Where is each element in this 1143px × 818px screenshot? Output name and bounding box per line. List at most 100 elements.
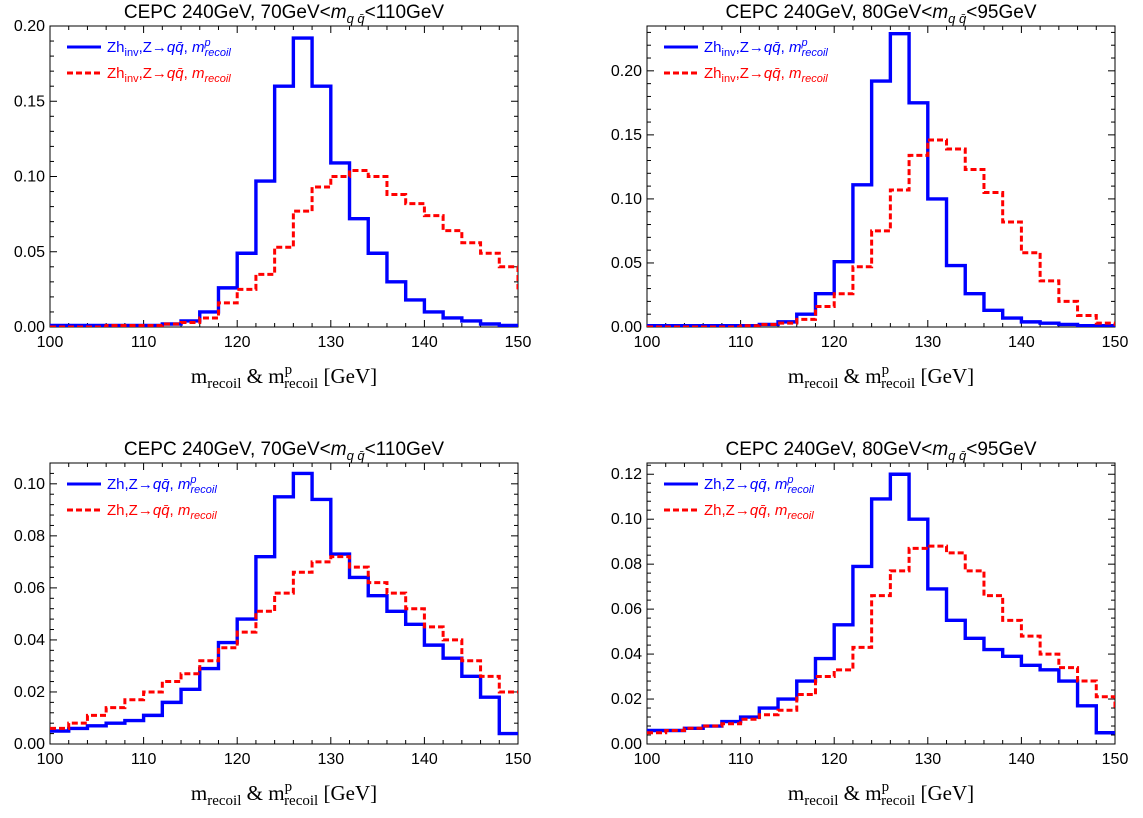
legend-q: qq̄	[750, 476, 767, 493]
legend-m-sub: recoil	[788, 484, 815, 496]
x-tick-label: 130	[317, 334, 344, 351]
x-tick-label: 120	[821, 334, 848, 351]
legend-c: ,	[781, 65, 789, 82]
x-axis-ticks: 100 110 120 130 140 150	[634, 26, 1128, 351]
xlabel-sub2: recoil	[881, 793, 915, 809]
x-tick-label: 110	[728, 334, 754, 351]
xlabel-sub1: recoil	[804, 793, 838, 809]
legend-q: qq̄	[167, 39, 184, 56]
legend-label-1: Zh,Z→qq̄, mp recoil	[107, 474, 217, 496]
histogram-series-2	[50, 555, 518, 730]
legend-m: m	[775, 476, 788, 493]
legend-q: qq̄	[764, 39, 781, 56]
x-tick-label: 100	[37, 334, 64, 351]
legend-m: m	[192, 65, 205, 82]
legend-m-sup: p	[786, 474, 793, 486]
xlabel-unit: [GeV]	[915, 364, 974, 388]
title-suffix: <110GeV	[365, 2, 445, 23]
legend-c: ,	[170, 476, 178, 493]
legend-label-1: Zhinv,Z→qq̄, mp recoil	[107, 37, 231, 59]
legend-q: qq̄	[750, 502, 767, 519]
histogram-series-2	[50, 168, 518, 327]
x-axis-ticks: 100 110 120 130 140 150	[634, 463, 1128, 768]
legend-b: ,Z→	[722, 502, 750, 519]
legend-m-sub: recoil	[802, 47, 829, 59]
y-tick-label: 0.02	[611, 691, 642, 708]
x-tick-label: 140	[1008, 751, 1035, 768]
y-tick-label: 0.04	[14, 632, 45, 649]
y-axis-ticks: 0.00 0.05 0.10 0.15 0.20	[611, 31, 1115, 336]
xlabel-sup2: p	[882, 779, 890, 795]
legend-a-sub: inv	[125, 47, 140, 59]
legend-a: Zh	[107, 502, 125, 519]
title-sub: q q̄	[948, 11, 967, 26]
legend-c: ,	[170, 502, 178, 519]
legend-c: ,	[184, 39, 192, 56]
title-m: m	[932, 439, 948, 460]
chart-title: CEPC 240GeV, 70GeV<mq q̄<110GeV	[124, 2, 444, 26]
plot-frame	[49, 462, 519, 745]
legend-q: qq̄	[153, 502, 170, 519]
legend-b: ,Z→	[125, 476, 153, 493]
legend-q: qq̄	[764, 65, 781, 82]
title-m: m	[932, 2, 948, 23]
y-tick-label: 0.08	[14, 528, 45, 545]
legend-a: Zh	[704, 476, 722, 493]
title-sub: q q̄	[347, 11, 366, 26]
histogram-series-2	[647, 544, 1115, 735]
title-m: m	[331, 2, 347, 23]
y-tick-label: 0.10	[14, 476, 45, 493]
title-prefix: CEPC 240GeV, 80GeV<	[725, 439, 932, 460]
title-sub: q q̄	[347, 448, 366, 463]
xlabel-m2: m	[268, 364, 284, 388]
xlabel-sub2: recoil	[284, 376, 318, 392]
legend-q: qq̄	[167, 65, 184, 82]
legend-m: m	[178, 502, 191, 519]
xlabel-sub2: recoil	[284, 793, 318, 809]
chart-panel-1: 100 110 120 130 140 150 0.00 0.05 0.10 0.15 0.20 CE…	[14, 2, 532, 392]
histogram-series-2	[647, 138, 1115, 327]
legend-b: ,Z→	[736, 65, 764, 82]
legend-m-sup: p	[800, 37, 807, 49]
x-tick-label: 120	[821, 751, 848, 768]
y-tick-label: 0.00	[14, 736, 45, 753]
legend-m-sub: recoil	[787, 510, 814, 522]
legend-m: m	[789, 65, 802, 82]
xlabel-amp: &	[838, 364, 865, 388]
title-prefix: CEPC 240GeV, 70GeV<	[124, 439, 331, 460]
title-prefix: CEPC 240GeV, 80GeV<	[725, 2, 932, 23]
xlabel-sup2: p	[882, 362, 890, 378]
legend-b: ,Z→	[722, 476, 750, 493]
x-tick-label: 150	[505, 334, 532, 351]
y-tick-label: 0.20	[14, 18, 45, 35]
legend-m-sup: p	[203, 37, 210, 49]
x-axis-label: mrecoil & mp recoil [GeV]	[788, 362, 974, 392]
y-tick-label: 0.15	[14, 93, 45, 110]
legend-m: m	[789, 39, 802, 56]
legend-m-sub: recoil	[205, 47, 232, 59]
legend-a: Zh	[107, 476, 125, 493]
legend-b: ,Z→	[736, 39, 764, 56]
legend-a-sub: inv	[722, 47, 737, 59]
y-tick-label: 0.20	[611, 63, 642, 80]
legend-c: ,	[767, 476, 775, 493]
legend-m-sub: recoil	[204, 73, 231, 85]
legend-c: ,	[184, 65, 192, 82]
legend-a-sub: inv	[722, 73, 737, 85]
xlabel-m2: m	[865, 364, 881, 388]
chart-panel-2: 100 110 120 130 140 150 0.00 0.05 0.10 0.15 0.20 CE…	[611, 2, 1129, 392]
xlabel-m2: m	[865, 781, 881, 805]
y-tick-label: 0.00	[611, 319, 642, 336]
y-tick-label: 0.06	[611, 601, 642, 618]
y-tick-label: 0.05	[611, 255, 642, 272]
y-tick-label: 0.02	[14, 684, 45, 701]
x-axis-ticks: 100 110 120 130 140 150	[37, 26, 532, 351]
y-tick-label: 0.00	[611, 736, 642, 753]
y-axis-ticks: 0.00 0.05 0.10 0.15 0.20	[14, 18, 518, 336]
title-m: m	[331, 439, 347, 460]
xlabel-unit: [GeV]	[318, 364, 377, 388]
xlabel-amp: &	[838, 781, 865, 805]
xlabel-m1: m	[191, 781, 207, 805]
